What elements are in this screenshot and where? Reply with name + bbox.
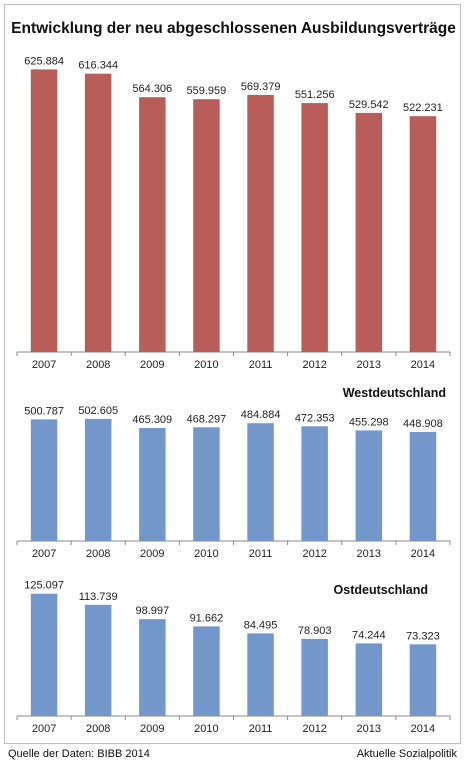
value-label-2012: 551.256 — [295, 89, 335, 101]
bar-2007 — [30, 69, 58, 353]
bar-2014 — [409, 644, 437, 716]
value-label-2008: 502.605 — [78, 405, 118, 417]
value-label-2013: 529.542 — [349, 99, 389, 111]
tick-label-2014: 2014 — [411, 548, 435, 560]
tick-label-2007: 2007 — [32, 359, 56, 371]
value-label-2007: 125.097 — [24, 580, 64, 592]
value-label-2011: 569.379 — [241, 81, 281, 93]
value-label-2010: 468.297 — [187, 413, 227, 425]
value-label-2011: 84.495 — [244, 619, 278, 631]
value-label-2010: 91.662 — [190, 612, 224, 624]
bar-2009 — [139, 97, 166, 352]
value-label-2007: 625.884 — [24, 55, 64, 67]
value-label-2008: 616.344 — [78, 60, 118, 72]
bar-2010 — [193, 626, 220, 716]
value-label-2014: 522.231 — [403, 102, 443, 114]
value-label-2007: 500.787 — [24, 405, 64, 417]
bar-2008 — [84, 418, 112, 541]
bar-2009 — [139, 619, 166, 716]
tick-label-2007: 2007 — [32, 723, 56, 735]
bar-2011 — [247, 423, 274, 541]
tick-label-2008: 2008 — [86, 359, 110, 371]
bar-2012 — [301, 638, 328, 716]
tick-label-2011: 2011 — [249, 548, 273, 560]
bar-2013 — [355, 430, 383, 541]
bar-2013 — [355, 643, 383, 716]
tick-label-2010: 2010 — [194, 548, 218, 560]
source-note: Quelle der Daten: BIBB 2014 — [8, 748, 150, 760]
tick-label-2012: 2012 — [302, 723, 326, 735]
tick-label-2009: 2009 — [140, 548, 164, 560]
tick-label-2008: 2008 — [86, 548, 110, 560]
tick-label-2011: 2011 — [249, 359, 273, 371]
value-label-2014: 73.323 — [406, 630, 440, 642]
bar-2008 — [84, 604, 112, 716]
tick-label-2007: 2007 — [32, 548, 56, 560]
bar-2010 — [193, 427, 220, 541]
panel-title-1: Westdeutschland — [343, 386, 446, 400]
tick-label-2010: 2010 — [194, 359, 218, 371]
tick-label-2014: 2014 — [411, 723, 435, 735]
bar-2012 — [301, 103, 328, 352]
bar-2011 — [247, 94, 274, 353]
bar-2012 — [301, 426, 328, 541]
tick-label-2013: 2013 — [357, 359, 381, 371]
tick-label-2010: 2010 — [194, 723, 218, 735]
tick-label-2012: 2012 — [302, 548, 326, 560]
bar-2007 — [30, 419, 58, 541]
value-label-2010: 559.959 — [187, 85, 227, 97]
value-label-2013: 74.244 — [352, 629, 386, 641]
tick-label-2008: 2008 — [86, 723, 110, 735]
bar-2011 — [247, 633, 274, 716]
value-label-2014: 448.908 — [403, 418, 443, 430]
value-label-2008: 113.739 — [79, 591, 118, 603]
tick-label-2014: 2014 — [411, 359, 435, 371]
bar-2009 — [139, 428, 166, 541]
bar-2013 — [355, 112, 383, 353]
main-title: Entwicklung der neu abgeschlossenen Ausb… — [11, 20, 456, 37]
value-label-2009: 465.309 — [132, 414, 172, 426]
publisher-note: Aktuelle Sozialpolitik — [356, 748, 457, 760]
tick-label-2011: 2011 — [249, 723, 273, 735]
bar-2014 — [409, 432, 437, 541]
tick-label-2009: 2009 — [140, 723, 164, 735]
bar-2007 — [30, 593, 58, 716]
tick-label-2009: 2009 — [140, 359, 164, 371]
value-label-2012: 78.903 — [298, 625, 332, 637]
bar-2008 — [84, 73, 112, 352]
chart-frame — [4, 4, 461, 744]
tick-label-2013: 2013 — [357, 548, 381, 560]
tick-label-2013: 2013 — [357, 723, 381, 735]
value-label-2012: 472.353 — [295, 412, 335, 424]
panel-title-2: Ostdeutschland — [334, 583, 428, 597]
bar-2010 — [193, 99, 220, 352]
value-label-2013: 455.298 — [349, 416, 389, 428]
tick-label-2012: 2012 — [302, 359, 326, 371]
value-label-2009: 564.306 — [132, 83, 172, 95]
bar-2014 — [409, 116, 437, 352]
value-label-2009: 98.997 — [135, 605, 169, 617]
value-label-2011: 484.884 — [241, 409, 281, 421]
